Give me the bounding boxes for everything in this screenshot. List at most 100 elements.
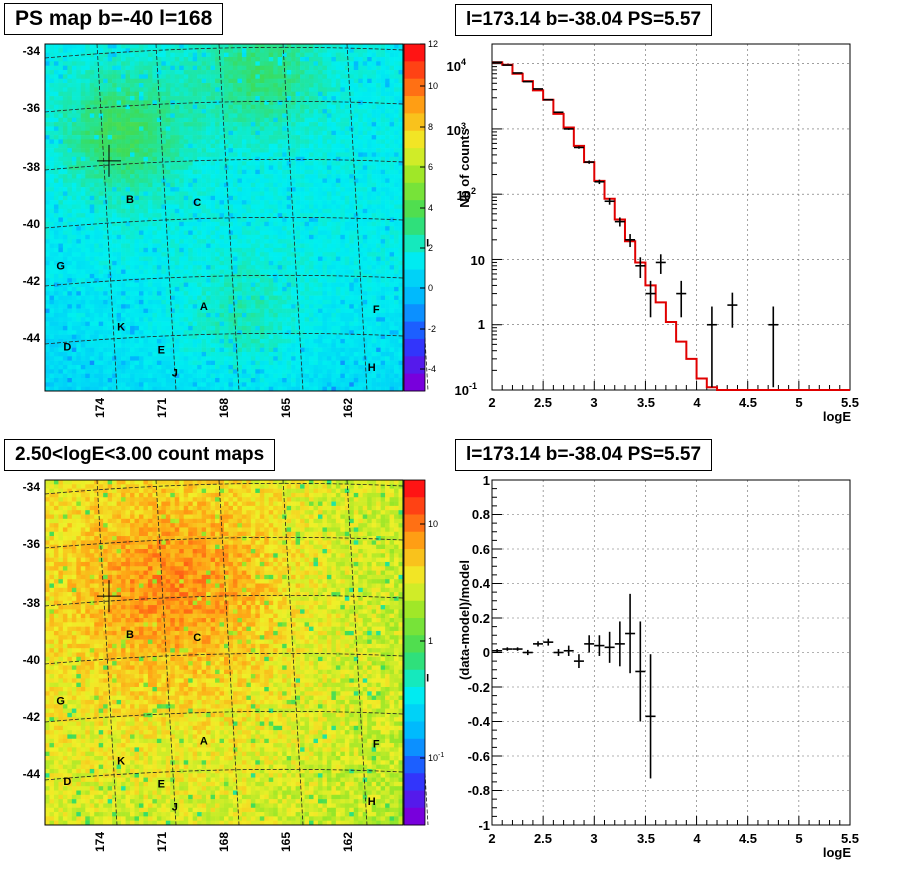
heatmap-cell [228,221,234,227]
heatmap-cell [259,109,265,114]
heatmap-cell [58,161,64,166]
heatmap-cell [98,117,104,123]
heatmap-cell [107,152,113,158]
heatmap-cell [273,239,278,244]
heatmap-cell [147,126,153,132]
heatmap-cell [331,70,337,75]
heatmap-cell [398,143,404,149]
heatmap-cell [152,230,158,236]
heatmap-cell [80,256,86,262]
heatmap-cell [206,96,211,101]
heatmap-cell [259,252,265,257]
heatmap-cell [188,143,193,149]
heatmap-cell [210,70,216,75]
heatmap-cell [45,256,50,262]
heatmap-cell [71,213,77,218]
heatmap-cell [210,117,216,123]
heatmap-cell [125,122,131,127]
heatmap-cell [215,70,220,75]
heatmap-cell [197,44,202,49]
heatmap-cell [67,178,73,184]
heatmap-cell [300,74,305,79]
heatmap-cell [156,247,162,253]
heatmap-cell [241,260,247,266]
heatmap-cell [317,217,323,223]
heatmap-cell [192,70,198,75]
heatmap-cell [143,126,149,132]
heatmap-cell [76,100,82,106]
heatmap-cell [165,208,171,214]
heatmap-cell [273,304,278,309]
heatmap-cell [62,295,68,301]
heatmap-cell [291,96,296,101]
heatmap-cell [161,299,167,305]
heatmap-cell [62,208,68,214]
heatmap-cell [62,65,68,71]
heatmap-cell [300,286,305,292]
heatmap-cell [197,308,202,314]
heatmap-cell [103,226,108,231]
heatmap-cell [371,269,377,275]
heatmap-cell [250,291,256,296]
heatmap-cell [45,239,50,244]
heatmap-cell [152,265,158,270]
heatmap-cell [326,195,332,201]
heatmap-cell [89,273,95,279]
heatmap-cell [371,156,377,162]
heatmap-cell [335,126,341,132]
heatmap-cell [264,273,270,279]
heatmap-cell [161,126,167,132]
heatmap-cell [232,152,238,158]
heatmap-cell [268,61,274,66]
heatmap-cell [277,221,283,227]
heatmap-cell [300,260,305,266]
heatmap-cell [125,286,131,292]
heatmap-cell [394,52,399,58]
heatmap-cell [147,304,153,309]
heatmap-cell [232,299,238,305]
heatmap-cell [67,195,73,201]
heatmap-cell [237,44,243,49]
heatmap-cell [179,291,185,296]
heatmap-cell [107,130,113,136]
heatmap-cell [165,135,171,140]
heatmap-cell [71,139,77,145]
heatmap-cell [286,286,292,292]
heatmap-cell [188,239,193,244]
heatmap-cell [268,143,274,149]
heatmap-cell [335,148,341,153]
residual-title: l=173.14 b=-38.04 PS=5.57 [455,439,713,471]
heatmap-cell [125,44,131,49]
heatmap-cell [85,226,91,231]
heatmap-cell [362,217,368,223]
heatmap-cell [134,256,140,262]
heatmap-cell [67,169,73,175]
heatmap-cell [98,226,104,231]
heatmap-cell [134,135,140,140]
heatmap-cell [340,130,346,136]
heatmap-cell [264,221,270,227]
heatmap-cell [340,247,346,253]
heatmap-cell [188,191,193,197]
heatmap-cell [85,165,91,171]
heatmap-cell [183,104,189,110]
heatmap-cell [385,239,390,244]
heatmap-cell [147,57,153,62]
heatmap-cell [367,217,372,223]
heatmap-cell [286,126,292,132]
heatmap-cell [250,308,256,314]
heatmap-cell [380,308,386,314]
heatmap-cell [147,221,153,227]
heatmap-cell [295,104,301,110]
heatmap-cell [344,83,350,88]
heatmap-cell [197,161,202,166]
heatmap-cell [250,252,256,257]
heatmap-cell [331,52,337,58]
heatmap-cell [335,74,341,79]
heatmap-cell [291,139,296,145]
heatmap-cell [49,273,55,279]
heatmap-cell [130,104,135,110]
heatmap-cell [192,57,198,62]
heatmap-cell [58,217,64,223]
